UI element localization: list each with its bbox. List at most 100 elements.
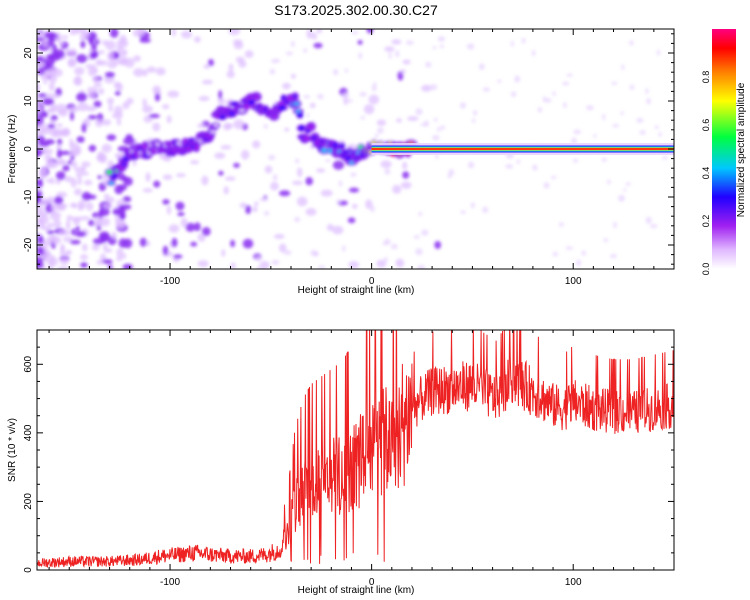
y-tick-label: -20 <box>23 237 34 252</box>
noise-blob <box>62 164 70 172</box>
noise-blob <box>139 237 147 247</box>
noise-blob <box>310 250 317 256</box>
noise-blob <box>80 254 88 261</box>
noise-blob <box>119 34 127 45</box>
noise-blob <box>81 191 92 201</box>
noise-blob <box>76 92 87 102</box>
noise-blob <box>103 248 113 253</box>
noise-blob <box>92 76 100 83</box>
noise-blob <box>142 98 147 108</box>
noise-blob <box>80 171 90 176</box>
noise-blob <box>222 122 232 131</box>
noise-blob <box>303 48 308 53</box>
noise-blob <box>49 177 55 185</box>
noise-blob <box>402 59 411 65</box>
noise-blob <box>392 184 402 194</box>
ridge-core <box>194 144 199 150</box>
y-tick-label: 600 <box>23 356 34 373</box>
noise-blob <box>166 205 172 215</box>
noise-blob <box>77 102 89 112</box>
noise-blob <box>116 118 121 126</box>
noise-blob <box>114 152 123 159</box>
noise-blob <box>44 154 53 162</box>
noise-blob <box>84 64 97 69</box>
noise-blob <box>90 44 97 51</box>
noise-blob <box>472 110 478 116</box>
y-tick-label: 400 <box>23 424 34 441</box>
noise-blob <box>194 222 201 232</box>
noise-blob <box>75 225 80 232</box>
noise-blob <box>432 45 437 50</box>
y-tick-label: 0 <box>23 146 34 152</box>
noise-blob <box>344 68 349 73</box>
noise-blob <box>294 216 301 223</box>
noise-blob <box>49 120 57 125</box>
noise-blob <box>370 205 375 213</box>
noise-blob <box>395 50 400 58</box>
noise-blob <box>470 202 475 209</box>
noise-blob <box>226 70 235 79</box>
noise-blob <box>153 180 161 188</box>
ridge-core <box>155 143 161 146</box>
noise-blob <box>194 36 201 43</box>
noise-blob <box>50 115 58 121</box>
noise-blob <box>68 48 77 57</box>
noise-blob <box>482 87 490 92</box>
ridge-core <box>143 143 147 148</box>
noise-blob <box>108 103 113 112</box>
noise-blob <box>466 43 475 50</box>
noise-blob <box>654 125 659 129</box>
noise-blob <box>139 38 151 43</box>
noise-blob <box>283 250 292 256</box>
noise-blob <box>92 238 105 245</box>
noise-blob <box>190 160 200 165</box>
noise-blob <box>114 91 121 96</box>
noise-blob <box>73 218 81 226</box>
noise-blob <box>217 97 226 105</box>
noise-blob <box>320 189 333 197</box>
noise-blob <box>146 240 151 247</box>
noise-blob <box>50 102 57 112</box>
noise-blob <box>175 201 185 211</box>
noise-blob <box>271 259 280 265</box>
noise-blob <box>98 60 108 66</box>
noise-blob <box>278 243 287 253</box>
noise-blob <box>421 229 429 236</box>
noise-blob <box>80 40 86 49</box>
noise-blob <box>82 31 90 39</box>
noise-blob <box>482 206 489 214</box>
noise-blob <box>43 31 55 39</box>
noise-blob <box>167 90 180 98</box>
snr-series-line <box>37 330 674 568</box>
noise-blob <box>612 124 620 128</box>
noise-blob <box>621 64 625 71</box>
noise-blob <box>241 149 250 160</box>
noise-blob <box>81 166 86 173</box>
noise-blob <box>104 71 115 78</box>
noise-blob <box>433 117 438 122</box>
noise-blob <box>645 88 649 95</box>
ridge-core <box>248 100 255 105</box>
noise-blob <box>351 203 358 209</box>
snr-x-label: Height of straight line (km) <box>298 585 415 596</box>
noise-blob <box>133 55 141 62</box>
noise-blob <box>291 40 295 48</box>
noise-blob <box>552 91 556 96</box>
noise-blob <box>341 92 350 100</box>
noise-blob <box>357 40 363 45</box>
noise-blob <box>360 116 366 120</box>
ridge-core <box>229 112 235 116</box>
noise-blob <box>316 168 326 173</box>
noise-blob <box>278 190 291 197</box>
y-tick-label: 200 <box>23 493 34 510</box>
noise-blob <box>271 58 279 64</box>
noise-blob <box>69 111 75 121</box>
noise-blob <box>123 137 135 146</box>
noise-blob <box>305 208 317 216</box>
ridge-core <box>122 157 129 161</box>
noise-blob <box>65 48 70 55</box>
noise-blob <box>402 171 410 179</box>
noise-blob <box>646 97 651 105</box>
y-tick-label: 10 <box>23 95 34 107</box>
noise-blob <box>37 178 44 188</box>
